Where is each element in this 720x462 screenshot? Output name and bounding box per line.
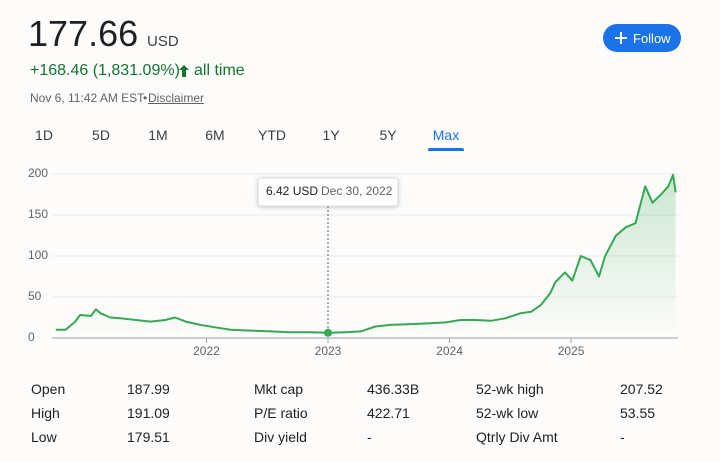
stat-label: 52-wk high — [476, 381, 544, 397]
stat-label: Qtrly Div Amt — [476, 429, 558, 445]
change-period: all time — [194, 62, 245, 79]
follow-label: Follow — [633, 31, 671, 46]
stat-label: High — [31, 405, 60, 421]
x-tick-label: 2025 — [558, 344, 585, 358]
tooltip-date: Dec 30, 2022 — [321, 184, 393, 198]
follow-button[interactable]: Follow — [603, 24, 681, 52]
stat-label: 52-wk low — [476, 405, 539, 421]
tooltip-value: 6.42 USD — [266, 184, 318, 198]
hover-point — [324, 328, 333, 337]
disclaimer-link[interactable]: Disclaimer — [148, 91, 205, 105]
change: +168.46 (1,831.09%) — [30, 62, 180, 79]
range-tab[interactable]: 5Y — [379, 127, 397, 143]
stat-value: 422.71 — [367, 405, 410, 421]
x-tick-label: 2022 — [193, 344, 220, 358]
stat-label: Open — [31, 381, 66, 397]
stat-label: Low — [31, 429, 57, 445]
stat-value: - — [367, 429, 372, 445]
stat-value: 53.55 — [620, 405, 656, 421]
chart: 0 50 100 150 200 2022 2023 2024 2025 6.42 USD Dec … — [28, 166, 678, 358]
y-tick-label: 200 — [28, 166, 48, 180]
tab-indicator — [428, 148, 464, 151]
stat-label: Mkt cap — [254, 381, 304, 397]
area-fill — [55, 174, 676, 338]
currency: USD — [147, 33, 179, 50]
y-tick-label: 100 — [28, 248, 48, 262]
y-tick-label: 150 — [28, 207, 48, 221]
tooltip-box — [257, 177, 399, 207]
stat-value: 179.51 — [127, 429, 170, 445]
stat-value: - — [620, 429, 625, 445]
range-tab[interactable]: YTD — [258, 127, 286, 143]
up-arrow-icon — [179, 65, 189, 77]
stat-label: Div yield — [254, 429, 307, 445]
range-tab[interactable]: Max — [432, 127, 460, 143]
range-tab[interactable]: 1Y — [322, 127, 340, 143]
plus-icon — [615, 32, 627, 44]
stat-label: P/E ratio — [254, 405, 308, 421]
range-tab[interactable]: 1D — [35, 127, 53, 143]
stat-value: 187.99 — [127, 381, 170, 397]
separator: • — [143, 91, 148, 105]
y-tick-label: 0 — [28, 330, 35, 344]
range-tab[interactable]: 5D — [92, 127, 110, 143]
stat-value: 191.09 — [127, 405, 170, 421]
stat-value: 207.52 — [620, 381, 663, 397]
timestamp: Nov 6, 11:42 AM EST — [30, 91, 145, 105]
range-tab[interactable]: 1M — [148, 127, 168, 143]
price-line — [55, 173, 677, 334]
stat-value: 436.33B — [367, 381, 420, 397]
price: 177.66 — [28, 13, 139, 54]
y-tick-label: 50 — [28, 289, 42, 303]
x-tick-label: 2024 — [436, 344, 463, 358]
x-tick-label: 2023 — [315, 344, 342, 358]
range-tab[interactable]: 6M — [205, 127, 225, 143]
